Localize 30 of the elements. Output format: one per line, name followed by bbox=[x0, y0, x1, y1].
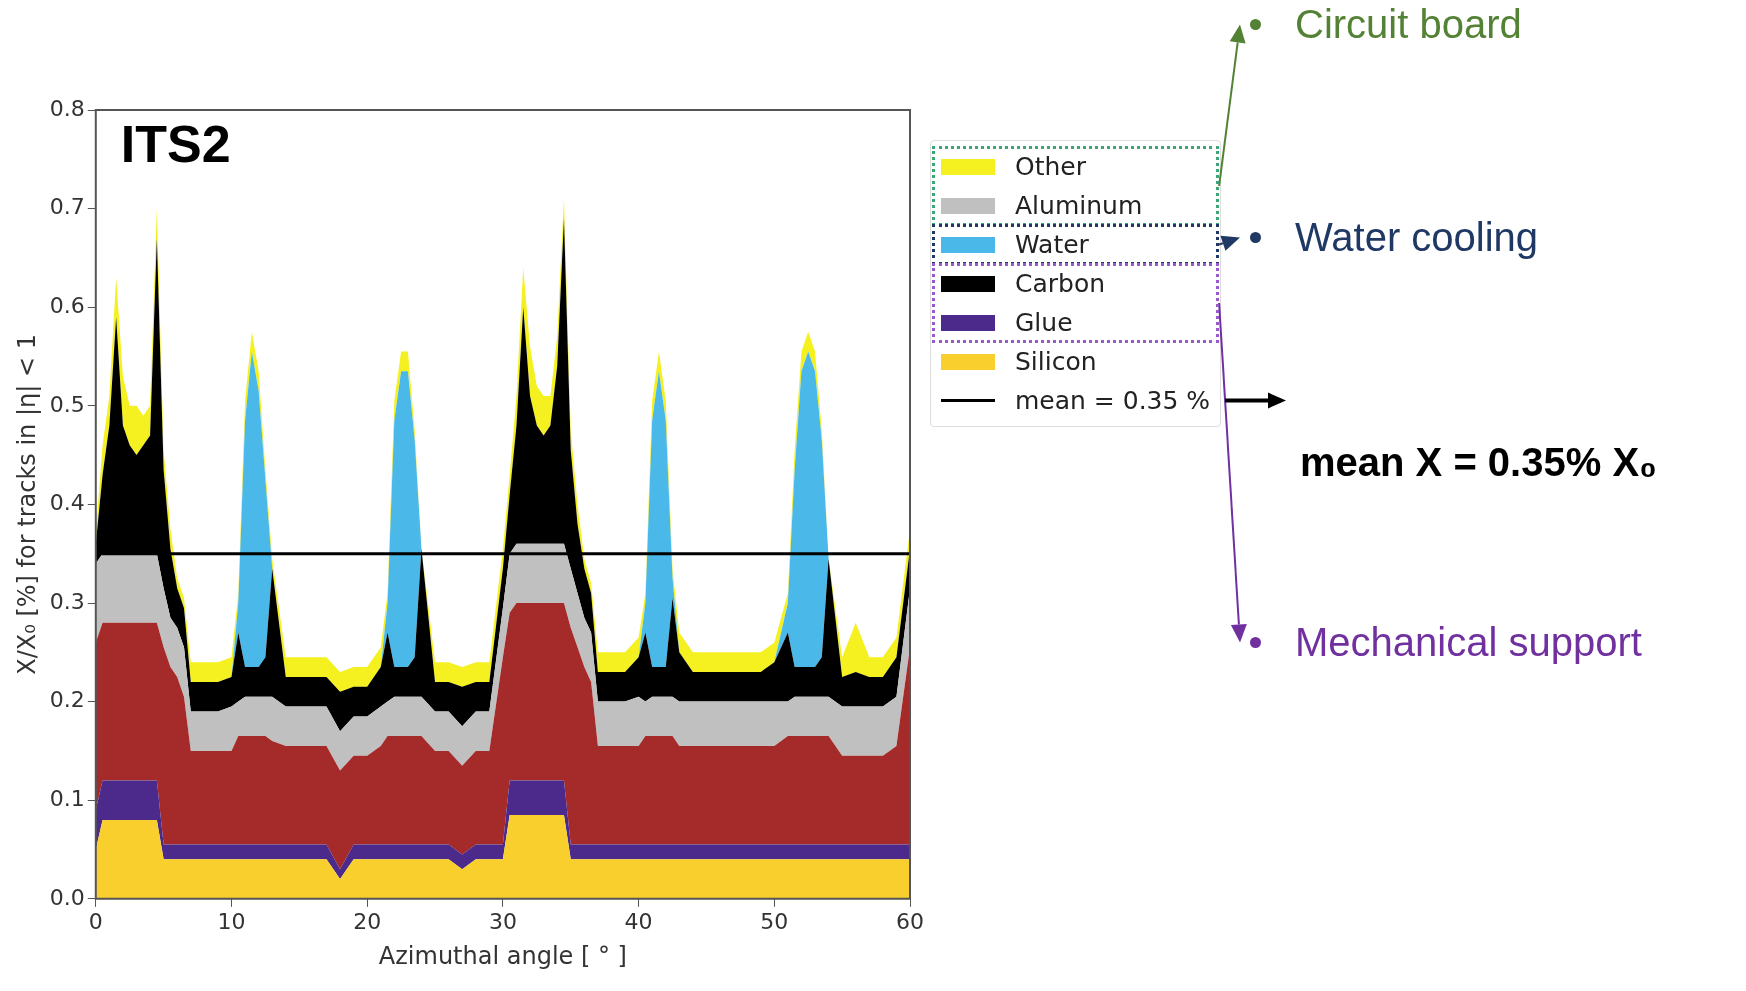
y-tick-label: 0.1 bbox=[49, 785, 85, 811]
x-tick-label: 0 bbox=[88, 908, 103, 934]
annotation: ITS2 bbox=[120, 115, 231, 174]
x-tick-label: 30 bbox=[488, 908, 517, 934]
y-tick-label: 0.5 bbox=[49, 391, 85, 417]
legend-label: Aluminum bbox=[1015, 191, 1143, 220]
y-tick-label: 0.6 bbox=[49, 292, 85, 318]
y-tick-label: 0.8 bbox=[49, 95, 85, 121]
legend-label: Carbon bbox=[1015, 269, 1106, 298]
x-tick-label: 50 bbox=[760, 908, 789, 934]
legend-label: Silicon bbox=[1015, 347, 1097, 376]
x-tick-label: 20 bbox=[353, 908, 382, 934]
y-tick-label: 0.0 bbox=[49, 884, 85, 910]
legend-label: mean = 0.35 % bbox=[1015, 386, 1211, 415]
y-axis-title: X/X₀ [%] for tracks in |η| < 1 bbox=[12, 334, 41, 675]
y-tick-label: 0.2 bbox=[49, 687, 85, 713]
legend-label: Water bbox=[1015, 230, 1089, 259]
text: mean X = 0.35% X₀ bbox=[1300, 440, 1658, 485]
x-tick-label: 10 bbox=[217, 908, 246, 934]
text: Circuit board bbox=[1295, 2, 1522, 47]
text: Water cooling bbox=[1295, 215, 1539, 260]
x-tick-label: 60 bbox=[896, 908, 924, 934]
legend-label: Glue bbox=[1015, 308, 1073, 337]
x-axis-title: Azimuthal angle [ ° ] bbox=[378, 941, 627, 970]
y-tick-label: 0.7 bbox=[49, 194, 85, 220]
y-tick-label: 0.3 bbox=[49, 588, 85, 614]
legend-label: Other bbox=[1015, 152, 1086, 181]
y-tick-label: 0.4 bbox=[49, 490, 85, 516]
text: Mechanical support bbox=[1295, 620, 1642, 665]
x-tick-label: 40 bbox=[624, 908, 653, 934]
